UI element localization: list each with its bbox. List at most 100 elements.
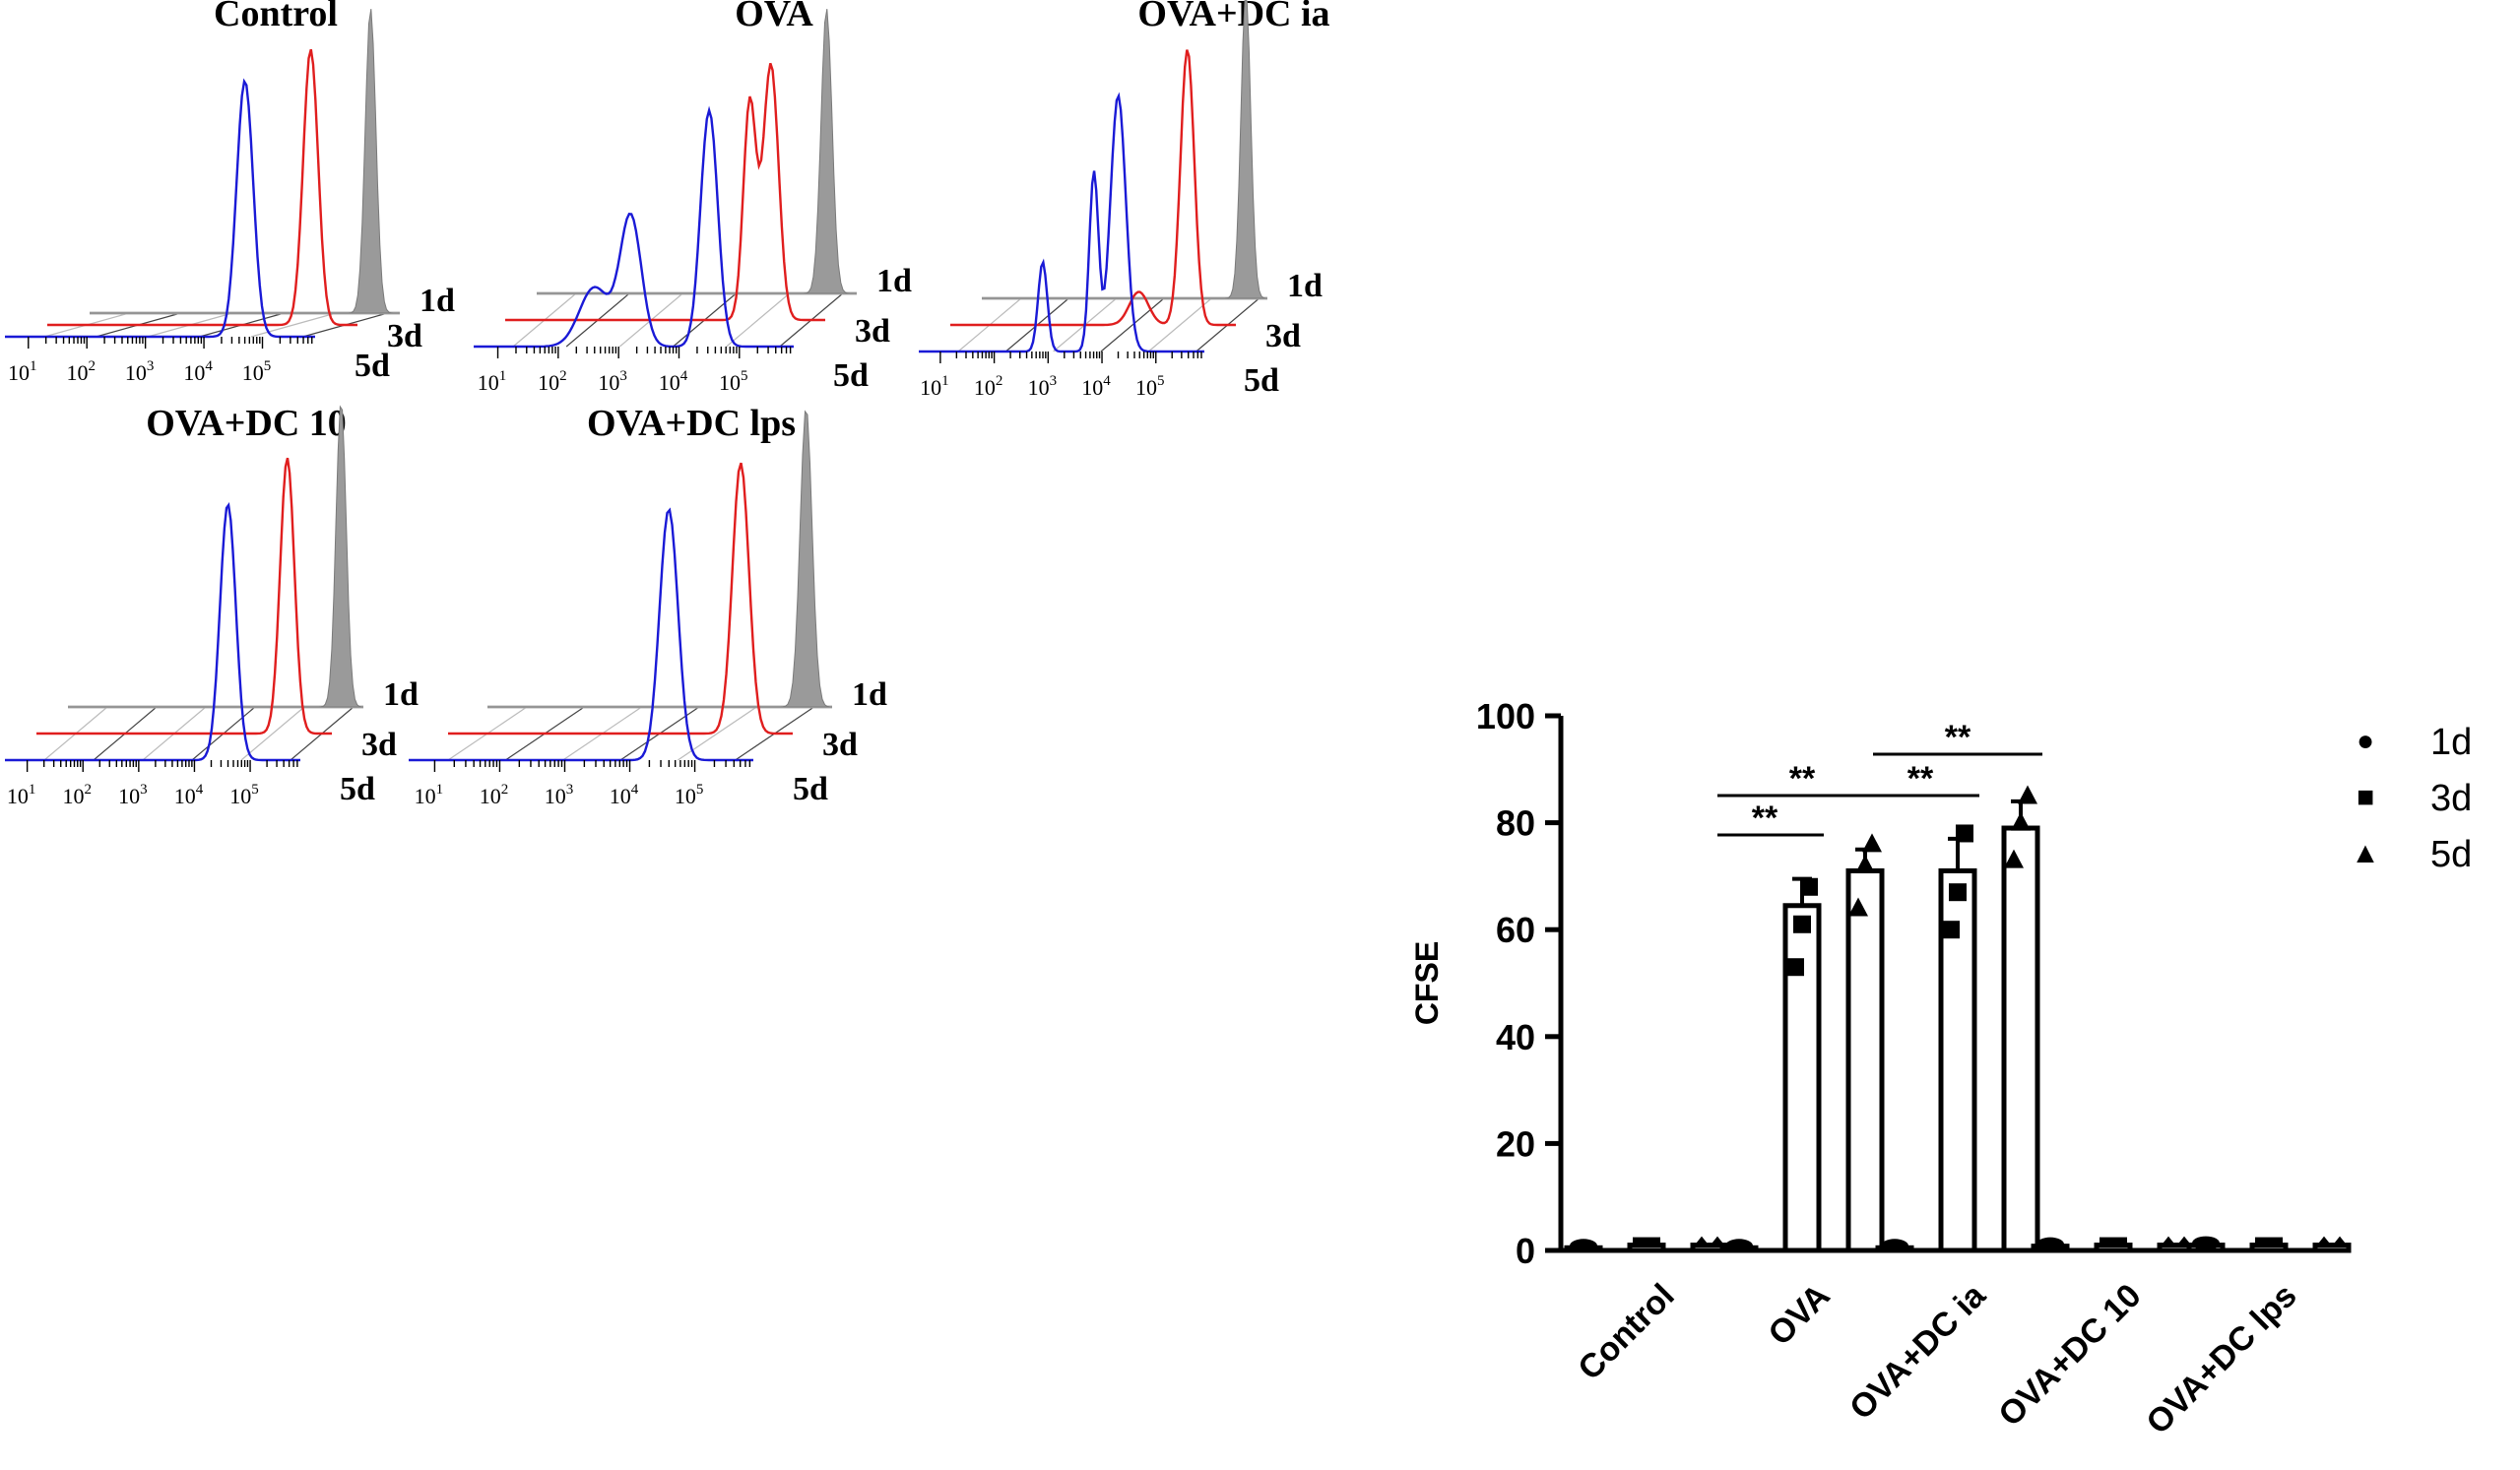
- x-tick-label: 104: [1081, 373, 1111, 400]
- y-tick-label: 100: [1476, 696, 1535, 736]
- histogram-3d-line: [448, 462, 793, 735]
- data-point-square: [1633, 1237, 1660, 1246]
- depth-gridline: [726, 292, 791, 348]
- histogram-3d-line: [505, 62, 825, 322]
- bar-5d: [2312, 1243, 2352, 1253]
- x-tick-label: 103: [118, 782, 148, 808]
- x-tick-label: 105: [229, 782, 259, 808]
- x-tick-exponent: 3: [147, 358, 155, 374]
- legend-marker-5d: ▲: [2351, 837, 2380, 869]
- x-tick-exponent: 2: [559, 368, 567, 384]
- x-tick-exponent: 4: [680, 368, 688, 384]
- x-tick-label: 103: [125, 358, 155, 385]
- x-tick-base: 10: [62, 784, 84, 808]
- x-tick-base: 10: [1135, 375, 1157, 400]
- data-point-triangle: [2161, 1236, 2192, 1246]
- data-point-square: [1942, 921, 1960, 939]
- x-tick-label: 101: [920, 373, 949, 400]
- data-point-square: [1793, 915, 1811, 933]
- x-tick-label: 104: [610, 782, 639, 808]
- depth-gridline: [250, 312, 337, 338]
- x-tick-base: 10: [659, 370, 680, 395]
- data-point-square: [1786, 958, 1804, 977]
- x-tick-label: 101: [478, 368, 507, 395]
- histogram-5d-line: [5, 78, 315, 339]
- data-point-square: [2100, 1237, 2127, 1246]
- day-label-5d: 5d: [1244, 362, 1279, 399]
- legend-label-1d: 1d: [2430, 722, 2472, 763]
- data-point-square: [1949, 883, 1967, 902]
- x-tick-base: 10: [920, 375, 941, 400]
- data-point-square: [1956, 824, 1973, 843]
- x-tick-exponent: 3: [140, 782, 148, 798]
- histogram-1d-filled: [982, 0, 1268, 299]
- x-tick-exponent: 4: [631, 782, 639, 798]
- data-point-circle: [2192, 1236, 2220, 1250]
- day-label-5d: 5d: [355, 348, 390, 384]
- histogram-3d-line: [36, 457, 332, 735]
- x-tick-base: 10: [8, 360, 30, 385]
- x-tick-base: 10: [478, 370, 499, 395]
- day-label-1d: 1d: [1287, 268, 1323, 304]
- x-tick-base: 10: [66, 360, 88, 385]
- x-tick-base: 10: [125, 360, 147, 385]
- day-label-1d: 1d: [852, 676, 887, 713]
- x-tick-exponent: 3: [619, 368, 627, 384]
- legend-label-5d: 5d: [2430, 834, 2472, 875]
- data-point-triangle: [1848, 897, 1868, 917]
- x-tick-base: 10: [480, 784, 501, 808]
- x-tick-label: 104: [174, 782, 204, 808]
- day-label-3d: 3d: [361, 727, 397, 763]
- x-tick-exponent: 5: [264, 358, 272, 374]
- category-label: Control: [1571, 1277, 1681, 1387]
- significance-label: **: [1907, 760, 1934, 798]
- y-tick-label: 0: [1516, 1231, 1535, 1271]
- x-tick-exponent: 2: [996, 373, 1003, 389]
- x-tick-base: 10: [598, 370, 619, 395]
- x-tick-exponent: 3: [1050, 373, 1058, 389]
- bar-3d: [1782, 903, 1822, 1253]
- y-tick-label: 40: [1496, 1017, 1535, 1057]
- y-tick-label: 80: [1496, 803, 1535, 844]
- x-tick-exponent: 1: [941, 373, 949, 389]
- x-tick-exponent: 2: [501, 782, 509, 798]
- x-tick-label: 103: [598, 368, 627, 395]
- day-label-3d: 3d: [387, 318, 422, 354]
- histogram-5d-line: [919, 92, 1204, 353]
- depth-gridline: [677, 706, 757, 761]
- x-tick-label: 105: [675, 782, 704, 808]
- panel-title: OVA+DC ia: [1137, 0, 1329, 34]
- histogram-5d-line: [409, 507, 753, 762]
- x-tick-base: 10: [229, 784, 251, 808]
- bar-5d: [2001, 825, 2040, 1253]
- category-label: OVA: [1761, 1277, 1837, 1353]
- x-tick-label: 102: [66, 358, 96, 385]
- day-label-1d: 1d: [876, 263, 912, 299]
- histogram-5d-line: [5, 502, 300, 762]
- x-tick-base: 10: [610, 784, 631, 808]
- x-tick-label: 105: [1135, 373, 1165, 400]
- x-tick-label: 105: [242, 358, 272, 385]
- x-tick-base: 10: [242, 360, 264, 385]
- x-tick-exponent: 5: [251, 782, 259, 798]
- legend-label-3d: 3d: [2430, 778, 2472, 819]
- day-label-3d: 3d: [855, 313, 890, 350]
- x-tick-label: 101: [415, 782, 444, 808]
- histogram-3d-line: [950, 49, 1236, 327]
- data-point-triangle: [2018, 785, 2037, 804]
- x-tick-exponent: 4: [205, 358, 213, 374]
- x-tick-label: 104: [659, 368, 688, 395]
- data-point-circle: [1725, 1239, 1753, 1253]
- x-tick-exponent: 1: [29, 782, 36, 798]
- depth-gridline: [1100, 297, 1165, 352]
- y-axis-label: CFSE: [1409, 941, 1445, 1025]
- day-label-3d: 3d: [1265, 318, 1301, 354]
- x-tick-exponent: 1: [436, 782, 444, 798]
- legend-marker-3d: ■: [2357, 781, 2374, 813]
- y-tick-label: 20: [1496, 1123, 1535, 1164]
- data-point-circle: [1570, 1239, 1597, 1253]
- x-tick-base: 10: [118, 784, 140, 808]
